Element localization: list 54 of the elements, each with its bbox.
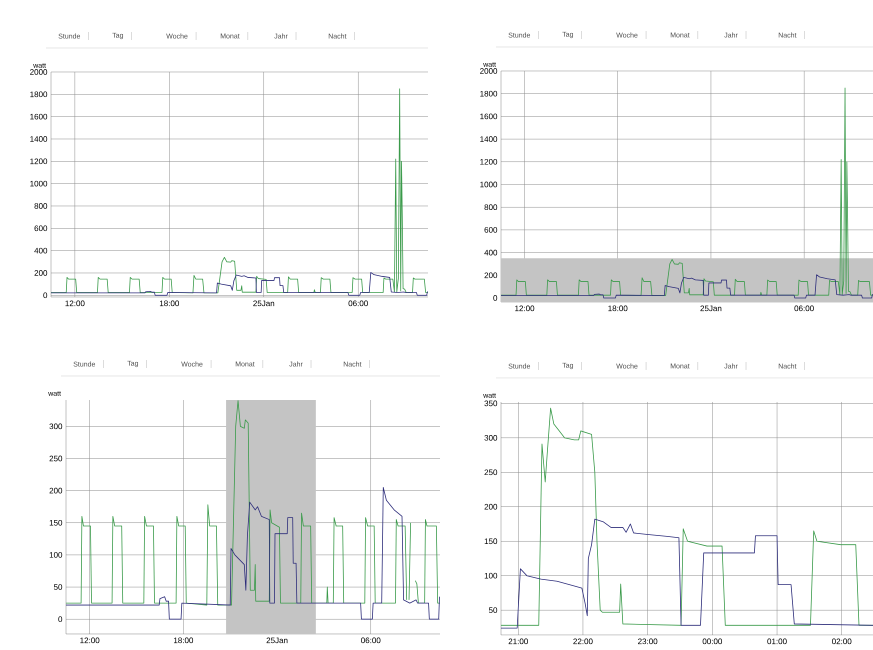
y-tick-label: 400	[484, 250, 498, 256]
y-tick-label: 100	[484, 572, 498, 579]
x-tick-label: 06:00	[361, 638, 380, 644]
y-tick-label: 50	[54, 584, 62, 590]
y-tick-label: 300	[49, 424, 62, 430]
y-tick-label: 250	[484, 469, 498, 476]
y-tick-label: 0	[43, 292, 48, 298]
x-tick-label: 01:00	[767, 638, 787, 644]
y-tick-label: 150	[484, 538, 498, 544]
y-tick-label: 800	[34, 203, 48, 209]
y-tick-label: 400	[34, 248, 48, 254]
x-tick-label: 12:00	[65, 300, 85, 306]
y-tick-label: 200	[34, 270, 48, 276]
y-tick-label: 0	[493, 295, 498, 301]
y-tick-label: 2000	[30, 69, 48, 75]
x-tick-label: 25Jan	[700, 306, 722, 312]
y-tick-label: 1600	[30, 114, 48, 120]
x-tick-label: 25Jan	[266, 638, 288, 644]
y-tick-label: 2000	[480, 68, 498, 74]
x-tick-label: 18:00	[174, 638, 194, 644]
y-tick-label: 50	[488, 607, 498, 613]
y-tick-label: 1600	[480, 114, 498, 120]
y-tick-label: 1000	[480, 182, 498, 188]
y-tick-label: 1800	[480, 90, 498, 97]
y-tick-label: 1000	[30, 180, 48, 186]
y-tick-label: 600	[484, 227, 498, 233]
y-tick-label: 250	[50, 456, 62, 462]
x-tick-label: 18:00	[160, 300, 180, 306]
x-tick-label: 02:00	[832, 638, 852, 644]
x-tick-label: 21:00	[508, 638, 528, 644]
y-tick-label: 150	[50, 520, 62, 526]
y-tick-label: 800	[484, 204, 498, 210]
x-tick-label: 12:00	[80, 638, 100, 644]
y-tick-label: 1400	[480, 136, 498, 142]
y-tick-label: 100	[50, 552, 62, 558]
x-tick-label: 12:00	[515, 306, 534, 312]
y-tick-label: 0	[58, 616, 62, 622]
y-tick-label: 1800	[30, 91, 48, 98]
y-tick-label: 200	[484, 272, 498, 278]
y-tick-label: 300	[484, 435, 498, 441]
x-tick-label: 18:00	[608, 306, 628, 312]
y-tick-label: 350	[484, 400, 498, 406]
y-tick-label: 600	[34, 225, 48, 232]
x-tick-label: 22:00	[573, 638, 593, 644]
x-tick-label: 06:00	[794, 306, 814, 312]
y-tick-label: 200	[484, 504, 498, 510]
y-tick-label: 1200	[480, 158, 498, 165]
x-tick-label: 06:00	[348, 300, 368, 306]
x-tick-label: 00:00	[702, 638, 722, 644]
y-tick-label: 200	[50, 488, 62, 494]
x-tick-label: 25Jan	[253, 300, 274, 306]
x-tick-label: 23:00	[638, 638, 658, 644]
y-tick-label: 1200	[30, 158, 48, 164]
y-tick-label: 1400	[30, 136, 48, 142]
